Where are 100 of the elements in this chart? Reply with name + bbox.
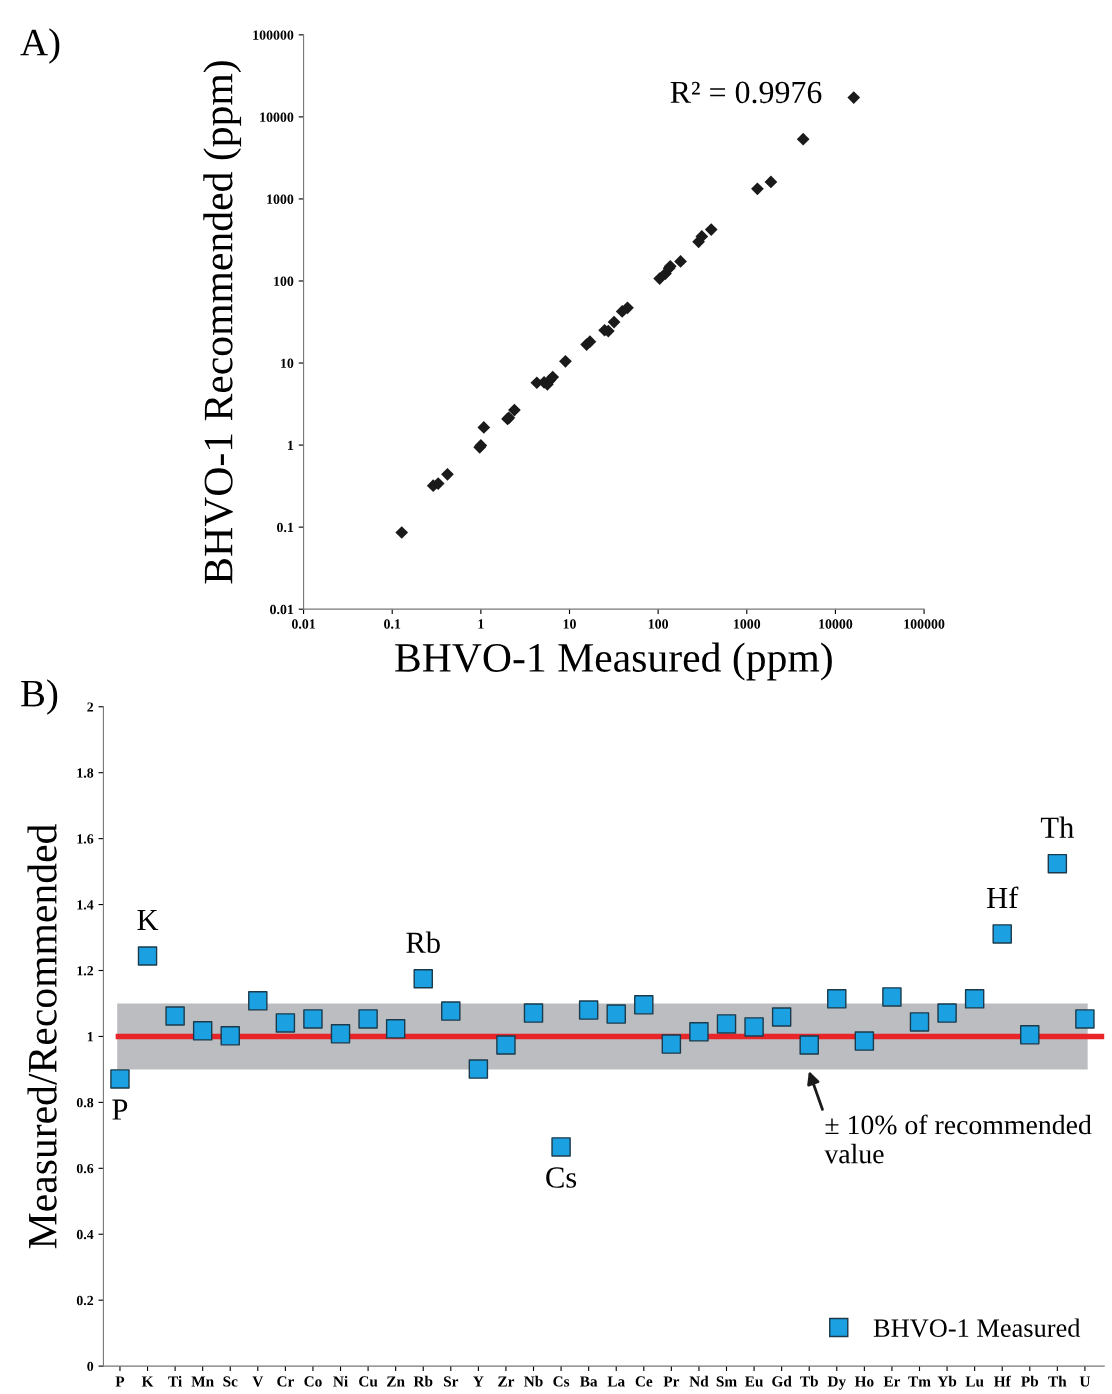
x-tick-label: 100000 (904, 619, 945, 629)
point (110, 1069, 130, 1089)
x-tick-label: Gd (772, 1375, 792, 1387)
point (909, 1012, 930, 1032)
point (716, 1014, 737, 1034)
point (827, 989, 847, 1009)
x-tick-label: Sc (223, 1376, 238, 1387)
point (964, 989, 985, 1009)
point (413, 968, 433, 989)
y-tick-label: 1.4 (77, 900, 94, 910)
point (551, 1137, 571, 1157)
x-tick-label: Hf (993, 1375, 1011, 1387)
x-tick-label: Zr (498, 1376, 515, 1387)
x-tick-label: Eu (744, 1376, 764, 1387)
x-tick-label: 1000 (734, 619, 761, 629)
x-tick-label: Tm (908, 1376, 931, 1387)
annotation: Rb (406, 931, 440, 954)
x-tick-label: K (141, 1376, 154, 1387)
x-tick-label: Tb (800, 1375, 818, 1387)
x-tick-label: Sr (443, 1376, 459, 1387)
point (220, 1026, 240, 1046)
y-tick-label: 0.4 (76, 1229, 94, 1240)
band-label: ± 10% of recommended value (824, 1114, 1092, 1164)
y-tick-label: 1000 (267, 194, 294, 204)
point (578, 1000, 599, 1020)
x-tick-label: Ce (635, 1376, 653, 1387)
x-tick-label: 10 (563, 619, 576, 629)
x-tick-label: Ti (168, 1375, 182, 1387)
x-tick-label: 0.01 (291, 619, 316, 629)
point (744, 1017, 764, 1037)
point (303, 1009, 323, 1029)
x-tick-label: Rb (413, 1375, 433, 1387)
point (1075, 1009, 1095, 1029)
point (468, 1059, 489, 1079)
x-tick-label: La (607, 1376, 625, 1387)
y-tick-label: 100000 (253, 30, 294, 40)
point (937, 1003, 957, 1023)
point (771, 1007, 792, 1027)
x-tick-label: Co (304, 1376, 322, 1387)
x-tick-label: Dy (827, 1376, 846, 1390)
point (192, 1021, 213, 1041)
x-tick-label: Cu (359, 1376, 378, 1387)
x-tick-label: Th (1048, 1375, 1067, 1387)
chart-title: A) (20, 28, 60, 64)
y-axis-title: Measured/Recommended (27, 824, 57, 1249)
x-tick-label: Er (883, 1376, 901, 1387)
point (1047, 853, 1068, 874)
y-tick-label: 100 (274, 276, 294, 286)
x-tick-label: V (252, 1376, 264, 1387)
legend-label: BHVO-1 Measured (873, 1318, 1081, 1338)
annotation: Cs (546, 1167, 577, 1188)
x-tick-label: Ho (854, 1376, 874, 1387)
x-tick-label: Lu (965, 1376, 984, 1387)
point (496, 1035, 516, 1055)
x-tick-label: Pr (663, 1376, 680, 1387)
point (137, 946, 158, 966)
x-axis-title: BHVO-1 Measured (ppm) (395, 642, 832, 681)
annotation: P (112, 1099, 128, 1120)
x-tick-label: Nd (689, 1375, 709, 1387)
y-tick-label: 0.6 (76, 1163, 94, 1174)
point (992, 924, 1012, 944)
y-tick-label: 2 (87, 702, 94, 712)
point (523, 1003, 544, 1023)
point (330, 1024, 351, 1044)
point (248, 991, 268, 1011)
point (1020, 1025, 1040, 1045)
point (385, 1019, 406, 1039)
y-axis-title: BHVO-1 Recommended (ppm) (203, 61, 242, 584)
point (275, 1013, 296, 1033)
x-tick-label: 0.1 (384, 619, 401, 629)
x-tick-label: Pb (1021, 1375, 1039, 1387)
y-tick-label: 1.6 (77, 834, 94, 844)
x-tick-label: U (1079, 1376, 1091, 1387)
x-tick-label: Zn (387, 1376, 405, 1387)
point (689, 1022, 709, 1042)
point (882, 987, 902, 1007)
point (634, 995, 654, 1015)
x-tick-label: Ni (333, 1375, 348, 1387)
x-tick-label: 100 (648, 619, 669, 629)
x-tick-label: 10000 (819, 619, 853, 629)
x-tick-label: Y (473, 1376, 484, 1387)
x-tick-label: Nb (524, 1375, 543, 1387)
y-tick-label: 0.01 (270, 604, 294, 615)
point (165, 1006, 185, 1026)
annotation: R² = 0.9976 (670, 81, 822, 104)
y-tick-label: 0.1 (277, 522, 294, 533)
point (358, 1009, 378, 1029)
x-tick-label: Ba (579, 1376, 598, 1387)
y-tick-label: 10 (281, 358, 294, 368)
point (854, 1031, 875, 1051)
point (606, 1004, 626, 1024)
y-tick-label: 1.8 (77, 768, 94, 778)
x-tick-label: P (115, 1376, 125, 1387)
annotation: Th (1040, 816, 1074, 838)
x-tick-label: Cs (553, 1376, 570, 1387)
point (441, 1001, 461, 1021)
y-tick-label: 0 (87, 1361, 94, 1372)
y-tick-label: 1.2 (77, 966, 94, 976)
annotation: Hf (986, 886, 1019, 908)
y-tick-label: 1 (87, 1032, 93, 1042)
